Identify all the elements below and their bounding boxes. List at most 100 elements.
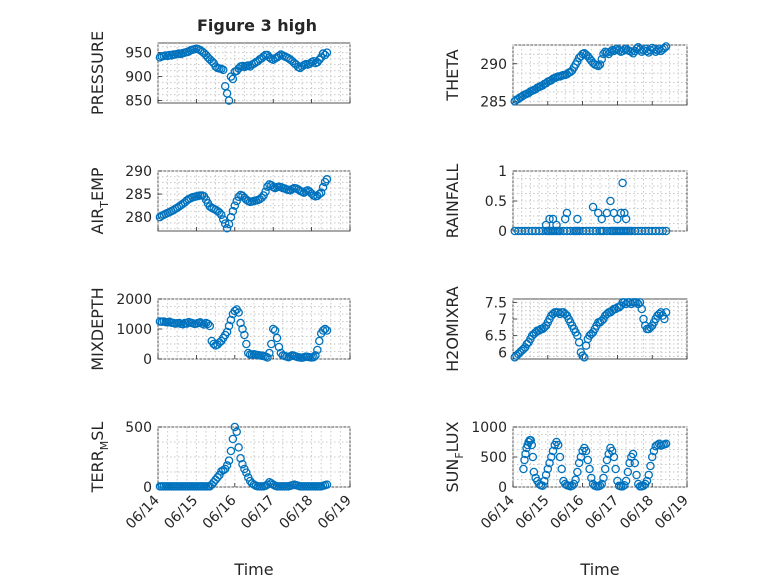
y-tick-label: 290: [125, 164, 152, 180]
y-axis-label: MIXDEPTH: [88, 287, 107, 370]
subplot-grid: 850 900 950 PRESSURE 285 290 THETA 280 285 290 AIR…: [88, 31, 692, 579]
data-point: [217, 210, 226, 220]
x-tick-label: 06/14: [478, 492, 518, 532]
data-point: [520, 455, 529, 465]
series-markers: [510, 298, 671, 362]
y-axis-label: SUNFLUX: [443, 421, 466, 492]
data-point: [318, 326, 328, 335]
data-point: [661, 308, 671, 317]
x-tick-label: 06/17: [582, 493, 622, 533]
y-tick-label: 280: [125, 210, 152, 226]
series-markers: [155, 305, 332, 363]
data-point: [646, 461, 655, 471]
data-point: [199, 320, 209, 329]
data-point: [257, 193, 266, 203]
data-point: [573, 214, 582, 224]
data-point: [628, 449, 638, 459]
data-point: [597, 55, 606, 64]
data-point: [573, 467, 582, 477]
data-point: [661, 439, 671, 449]
subplot-terr_msl: 0 500 TERRMSL 06/1406/1506/1606/1706/1806/1…: [88, 420, 355, 579]
data-point: [322, 175, 332, 184]
y-tick-label: 6: [498, 345, 507, 361]
data-point: [224, 456, 234, 465]
data-point: [234, 308, 243, 317]
data-point: [226, 212, 236, 222]
data-point: [222, 223, 232, 233]
data-point: [642, 476, 652, 486]
data-point: [318, 49, 328, 58]
data-point: [238, 459, 247, 469]
data-point: [585, 464, 594, 474]
data-point: [316, 188, 326, 197]
data-point: [242, 339, 251, 349]
data-point: [547, 452, 556, 462]
data-point: [234, 192, 243, 202]
data-point: [322, 326, 332, 335]
x-tick-label: 06/19: [652, 493, 692, 533]
data-point: [581, 446, 591, 456]
data-point: [557, 464, 566, 474]
y-tick-label: 0.5: [485, 194, 507, 210]
y-tick-label: 1: [498, 164, 507, 180]
data-point: [232, 196, 241, 206]
x-axis-label: Time: [579, 560, 619, 579]
y-tick-label: 500: [125, 420, 152, 436]
data-point: [224, 321, 234, 331]
data-point: [261, 187, 270, 197]
data-point: [543, 464, 553, 474]
subplot-theta: 285 290 THETA: [443, 42, 688, 110]
data-point: [623, 467, 633, 477]
data-point: [637, 304, 647, 314]
data-point: [594, 61, 603, 71]
data-point: [597, 479, 606, 489]
data-point: [222, 461, 232, 470]
data-point: [611, 464, 620, 474]
y-tick-label: 7.5: [485, 295, 507, 311]
x-tick-label: 06/16: [548, 492, 588, 532]
y-tick-label: 1000: [116, 322, 152, 338]
data-point: [230, 201, 240, 210]
data-point: [238, 324, 247, 334]
data-point: [560, 214, 570, 224]
data-point: [602, 455, 612, 465]
data-point: [632, 470, 641, 480]
series-markers: [155, 44, 332, 105]
y-tick-label: 0: [498, 480, 507, 496]
data-point: [230, 306, 240, 316]
data-point: [574, 458, 584, 468]
y-tick-label: 0: [498, 224, 507, 240]
series-markers: [155, 175, 332, 233]
data-point: [644, 470, 653, 480]
data-point: [553, 440, 563, 450]
y-tick-label: 290: [480, 57, 507, 73]
data-point: [538, 481, 547, 491]
y-tick-label: 0: [143, 480, 152, 496]
data-point: [661, 42, 671, 51]
data-point: [545, 214, 554, 224]
y-axis-label: PRESSURE: [88, 31, 107, 115]
data-point: [607, 446, 617, 456]
data-point: [263, 353, 272, 362]
series-markers: [510, 42, 671, 106]
figure-title: Figure 3 high: [197, 16, 317, 35]
data-point: [620, 208, 629, 218]
data-point: [315, 189, 324, 199]
y-tick-label: 0: [143, 352, 152, 368]
series-markers: [510, 178, 671, 236]
data-point: [209, 339, 218, 349]
data-point: [528, 452, 538, 462]
data-point: [618, 178, 627, 188]
y-tick-label: 1000: [471, 420, 507, 436]
data-point: [545, 458, 554, 468]
data-point: [267, 339, 276, 349]
data-point: [606, 47, 615, 57]
data-point: [236, 453, 245, 463]
data-point: [658, 226, 667, 236]
data-point: [228, 206, 238, 216]
data-point: [562, 208, 572, 218]
x-tick-label: 06/15: [161, 493, 201, 533]
data-point: [587, 473, 596, 483]
data-point: [309, 352, 318, 362]
data-point: [555, 452, 565, 462]
